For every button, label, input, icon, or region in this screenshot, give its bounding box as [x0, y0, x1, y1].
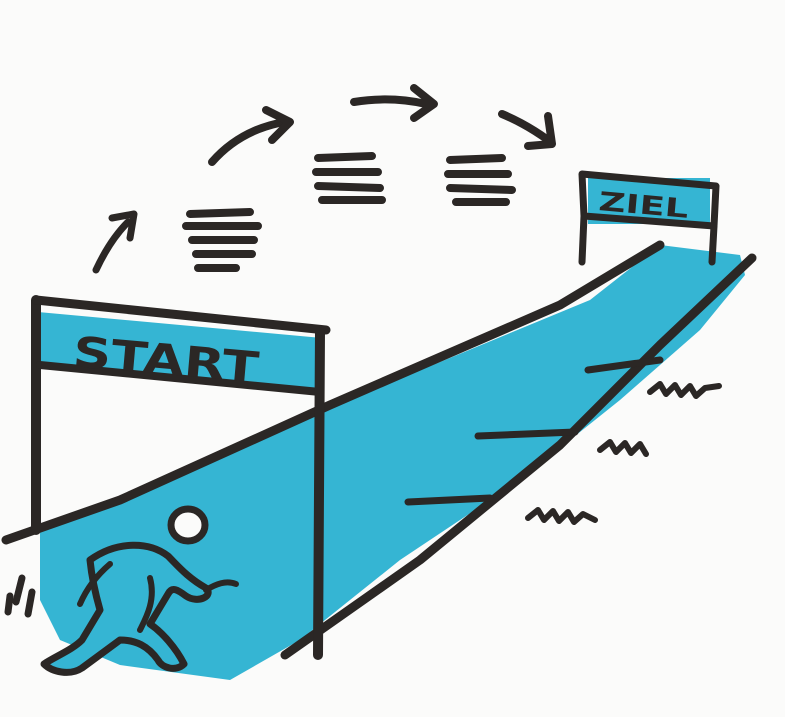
finish-gate: ZIEL	[578, 170, 720, 266]
speed-lines-icon	[182, 152, 516, 272]
arrow-icon	[92, 84, 556, 274]
lane-markers	[404, 356, 664, 506]
start-gate: START	[31, 295, 331, 660]
grass-tuft-icon	[525, 381, 722, 525]
track-right-edge	[280, 253, 757, 660]
track-left-edge	[1, 240, 665, 545]
race-track	[40, 245, 745, 680]
runner-icon	[4, 505, 239, 676]
